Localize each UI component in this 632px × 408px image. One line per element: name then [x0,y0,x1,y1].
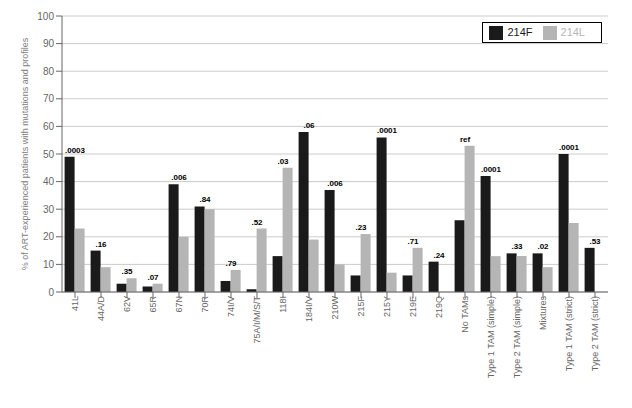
svg-text:70: 70 [43,93,55,104]
svg-text:Type 1 TAM (simple): Type 1 TAM (simple) [486,296,496,378]
svg-text:100: 100 [37,11,54,22]
svg-text:.79: .79 [225,259,237,268]
svg-text:.35: .35 [121,267,133,276]
svg-text:90: 90 [43,38,55,49]
svg-text:44A/D: 44A/D [96,296,106,322]
svg-text:80: 80 [43,66,55,77]
svg-text:75A/I/M/S/T: 75A/I/M/S/T [252,295,262,343]
svg-text:Mixtures: Mixtures [538,296,548,331]
svg-text:219E: 219E [408,296,418,317]
svg-text:.006: .006 [327,179,343,188]
html-text:214L: 214L [560,26,585,38]
svg-text:20: 20 [43,231,55,242]
svg-text:60: 60 [43,121,55,132]
svg-text:0: 0 [48,287,54,298]
svg-text:% of ART-experienced patients: % of ART-experienced patients with mutat… [20,37,30,270]
svg-text:65R: 65R [148,296,158,313]
svg-text:184I/V: 184I/V [304,296,314,322]
svg-text:Type 1 TAM (strict): Type 1 TAM (strict) [564,296,574,371]
svg-text:74I/V: 74I/V [226,296,236,317]
svg-text:Type 2 TAM (strict): Type 2 TAM (strict) [590,296,600,371]
svg-text:Type 2 TAM (simple): Type 2 TAM (simple) [512,296,522,378]
svg-text:41L: 41L [70,296,80,311]
svg-text:40: 40 [43,176,55,187]
svg-text:.0001: .0001 [559,143,580,152]
svg-text:30: 30 [43,204,55,215]
svg-text:.03: .03 [277,157,289,166]
svg-text:.0001: .0001 [481,165,502,174]
svg-text:50: 50 [43,149,55,160]
svg-text:No TAMs: No TAMs [460,296,470,333]
svg-text:.07: .07 [147,273,159,282]
html-text:214F: 214F [507,26,533,38]
svg-text:10: 10 [43,259,55,270]
svg-text:215Y: 215Y [382,296,392,317]
svg-text:.53: .53 [589,237,601,246]
svg-text:118I: 118I [278,296,288,313]
svg-text:.71: .71 [407,237,419,246]
svg-text:70R: 70R [200,296,210,313]
svg-text:.24: .24 [433,251,445,260]
svg-text:.06: .06 [303,121,315,130]
svg-text:62V: 62V [122,296,132,312]
svg-text:.84: .84 [199,195,211,204]
svg-text:.0003: .0003 [65,146,86,155]
svg-text:.23: .23 [355,223,367,232]
svg-text:219Q: 219Q [434,296,444,318]
svg-text:.006: .006 [171,173,187,182]
svg-text:ref: ref [460,135,471,144]
svg-text:210W: 210W [330,295,340,319]
svg-text:.52: .52 [251,218,263,227]
svg-text:.0001: .0001 [377,126,398,135]
svg-text:67N: 67N [174,296,184,313]
svg-text:215F: 215F [356,295,366,316]
svg-text:.33: .33 [511,242,523,251]
svg-text:.16: .16 [95,240,107,249]
svg-text:.02: .02 [537,242,549,251]
